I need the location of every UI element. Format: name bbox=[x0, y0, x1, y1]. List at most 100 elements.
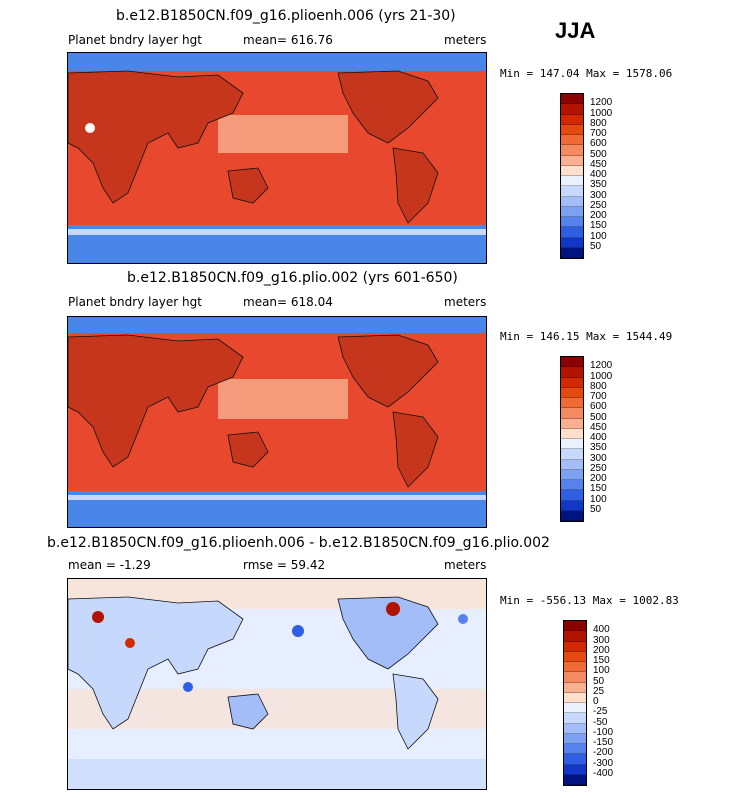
panel-2-colorbar-label: 350 bbox=[590, 442, 607, 454]
panel-3-colorbar-label: 200 bbox=[593, 644, 610, 656]
panel-1-colorbar-label: 400 bbox=[590, 169, 607, 180]
panel-1-colorbar-swatch bbox=[561, 176, 583, 187]
panel-2-colorbar-swatch bbox=[561, 449, 583, 460]
panel-2-title: b.e12.B1850CN.f09_g16.plio.002 (yrs 601-… bbox=[127, 270, 458, 286]
panel-2-colorbar-swatch bbox=[561, 418, 583, 429]
panel-3-colorbar-label: -200 bbox=[593, 747, 614, 759]
panel-3-colorbar-swatch bbox=[564, 692, 586, 703]
panel-1-colorbar-swatch bbox=[561, 196, 583, 207]
panel-2-colorbar-swatch bbox=[561, 428, 583, 439]
panel-2-colorbar-label: 150 bbox=[590, 483, 607, 495]
panel-2-colorbar-label: 400 bbox=[590, 432, 607, 443]
panel-3-colorbar-swatch bbox=[564, 682, 586, 693]
panel-1-colorbar-label: 800 bbox=[590, 117, 607, 129]
panel-2-colorbar-swatch bbox=[561, 480, 583, 491]
panel-2-colorbar bbox=[560, 356, 584, 522]
panel-2-colorbar-swatch bbox=[561, 367, 583, 378]
panel-1-colorbar-swatch bbox=[561, 124, 583, 135]
panel-3-title: b.e12.B1850CN.f09_g16.plioenh.006 - b.e1… bbox=[47, 535, 550, 551]
panel-3-colorbar-swatch bbox=[564, 723, 586, 734]
panel-3-colorbar-swatch bbox=[564, 703, 586, 714]
panel-2-colorbar-label: 250 bbox=[590, 462, 607, 474]
panel-1-colorbar-swatch bbox=[561, 206, 583, 217]
panel-1-colorbar bbox=[560, 93, 584, 259]
panel-3-colorbar-label: -150 bbox=[593, 737, 614, 748]
panel-1-colorbar-swatch bbox=[561, 94, 583, 105]
panel-2-variable-label: Planet bndry layer hgt bbox=[68, 295, 202, 309]
panel-3-colorbar-label: 25 bbox=[593, 685, 605, 697]
panel-1-colorbar-label: 700 bbox=[590, 128, 607, 139]
panel-3-units-label: meters bbox=[444, 558, 487, 572]
panel-3-colorbar-label: 400 bbox=[593, 624, 610, 636]
panel-1-map bbox=[67, 52, 487, 264]
panel-2-colorbar-swatch bbox=[561, 459, 583, 470]
panel-3-colorbar-swatch bbox=[564, 672, 586, 683]
panel-2-colorbar-label: 300 bbox=[590, 452, 607, 464]
panel-1-colorbar-label: 600 bbox=[590, 138, 607, 150]
panel-3-mean-label: mean = -1.29 bbox=[68, 558, 151, 572]
panel-3-colorbar-label: -400 bbox=[593, 767, 614, 779]
panel-2-colorbar-label: 100 bbox=[590, 493, 607, 505]
panel-2-colorbar-swatch bbox=[561, 490, 583, 501]
panel-1-map-svg bbox=[68, 53, 486, 263]
panel-1-colorbar-swatch bbox=[561, 217, 583, 228]
panel-3-colorbar bbox=[563, 620, 587, 786]
panel-3-colorbar-label: -300 bbox=[593, 757, 614, 769]
panel-2-colorbar-swatch bbox=[561, 408, 583, 419]
panel-3-colorbar-label: -25 bbox=[593, 706, 608, 718]
panel-2-colorbar-label: 50 bbox=[590, 503, 602, 515]
panel-2-colorbar-label: 800 bbox=[590, 380, 607, 392]
panel-2-colorbar-label: 1000 bbox=[590, 370, 613, 382]
panel-1-colorbar-swatch bbox=[561, 114, 583, 125]
panel-1-colorbar-swatch bbox=[561, 247, 583, 258]
panel-1-colorbar-swatch bbox=[561, 145, 583, 156]
panel-3-colorbar-swatch bbox=[564, 662, 586, 673]
panel-1-colorbar-swatch bbox=[561, 104, 583, 115]
panel-3-colorbar-swatch bbox=[564, 754, 586, 765]
panel-3-colorbar-swatch bbox=[564, 733, 586, 744]
panel-2-colorbar-swatch bbox=[561, 398, 583, 409]
panel-1-colorbar-label: 50 bbox=[590, 240, 602, 252]
panel-1-variable-label: Planet bndry layer hgt bbox=[68, 33, 202, 47]
panel-1-mean-label: mean= 616.76 bbox=[243, 33, 333, 47]
panel-3-map bbox=[67, 578, 487, 790]
panel-2-colorbar-swatch bbox=[561, 500, 583, 511]
panel-2-colorbar-label: 600 bbox=[590, 401, 607, 413]
panel-2-mean-label: mean= 618.04 bbox=[243, 295, 333, 309]
panel-1-colorbar-swatch bbox=[561, 135, 583, 146]
panel-2-colorbar-label: 700 bbox=[590, 391, 607, 402]
panel-3-colorbar-swatch bbox=[564, 651, 586, 662]
panel-1-min-max: Min = 147.04 Max = 1578.06 bbox=[500, 67, 673, 80]
panel-3-colorbar-swatch bbox=[564, 764, 586, 775]
panel-1-colorbar-label: 300 bbox=[590, 189, 607, 201]
panel-1-colorbar-swatch bbox=[561, 186, 583, 197]
panel-3-colorbar-swatch bbox=[564, 641, 586, 652]
panel-2-colorbar-swatch bbox=[561, 357, 583, 368]
season-label: JJA bbox=[555, 18, 596, 43]
panel-2-colorbar-swatch bbox=[561, 439, 583, 450]
panel-2-map-svg bbox=[68, 317, 486, 527]
panel-3-colorbar-label: -50 bbox=[593, 716, 608, 728]
panel-3-map-svg bbox=[68, 579, 486, 789]
panel-2-map bbox=[67, 316, 487, 528]
panel-1-colorbar-label: 250 bbox=[590, 199, 607, 211]
panel-2-colorbar-label: 200 bbox=[590, 473, 607, 484]
panel-2-colorbar-label: 450 bbox=[590, 421, 607, 433]
panel-3-colorbar-label: 50 bbox=[593, 675, 605, 687]
panel-3-min-max: Min = -556.13 Max = 1002.83 bbox=[500, 594, 679, 607]
panel-2-min-max: Min = 146.15 Max = 1544.49 bbox=[500, 330, 673, 343]
panel-1-colorbar-label: 1200 bbox=[590, 97, 613, 109]
panel-2-colorbar-swatch bbox=[561, 510, 583, 521]
panel-2-units-label: meters bbox=[444, 295, 487, 309]
panel-2-colorbar-swatch bbox=[561, 387, 583, 398]
panel-1-colorbar-swatch bbox=[561, 155, 583, 166]
panel-3-rmse-label: rmse = 59.42 bbox=[243, 558, 326, 572]
panel-1-colorbar-label: 500 bbox=[590, 148, 607, 160]
panel-3-colorbar-swatch bbox=[564, 631, 586, 642]
panel-3-colorbar-swatch bbox=[564, 621, 586, 632]
panel-2-colorbar-swatch bbox=[561, 377, 583, 388]
panel-1-colorbar-swatch bbox=[561, 237, 583, 248]
panel-1-units-label: meters bbox=[444, 33, 487, 47]
panel-3-colorbar-swatch bbox=[564, 713, 586, 724]
panel-1-colorbar-swatch bbox=[561, 165, 583, 176]
